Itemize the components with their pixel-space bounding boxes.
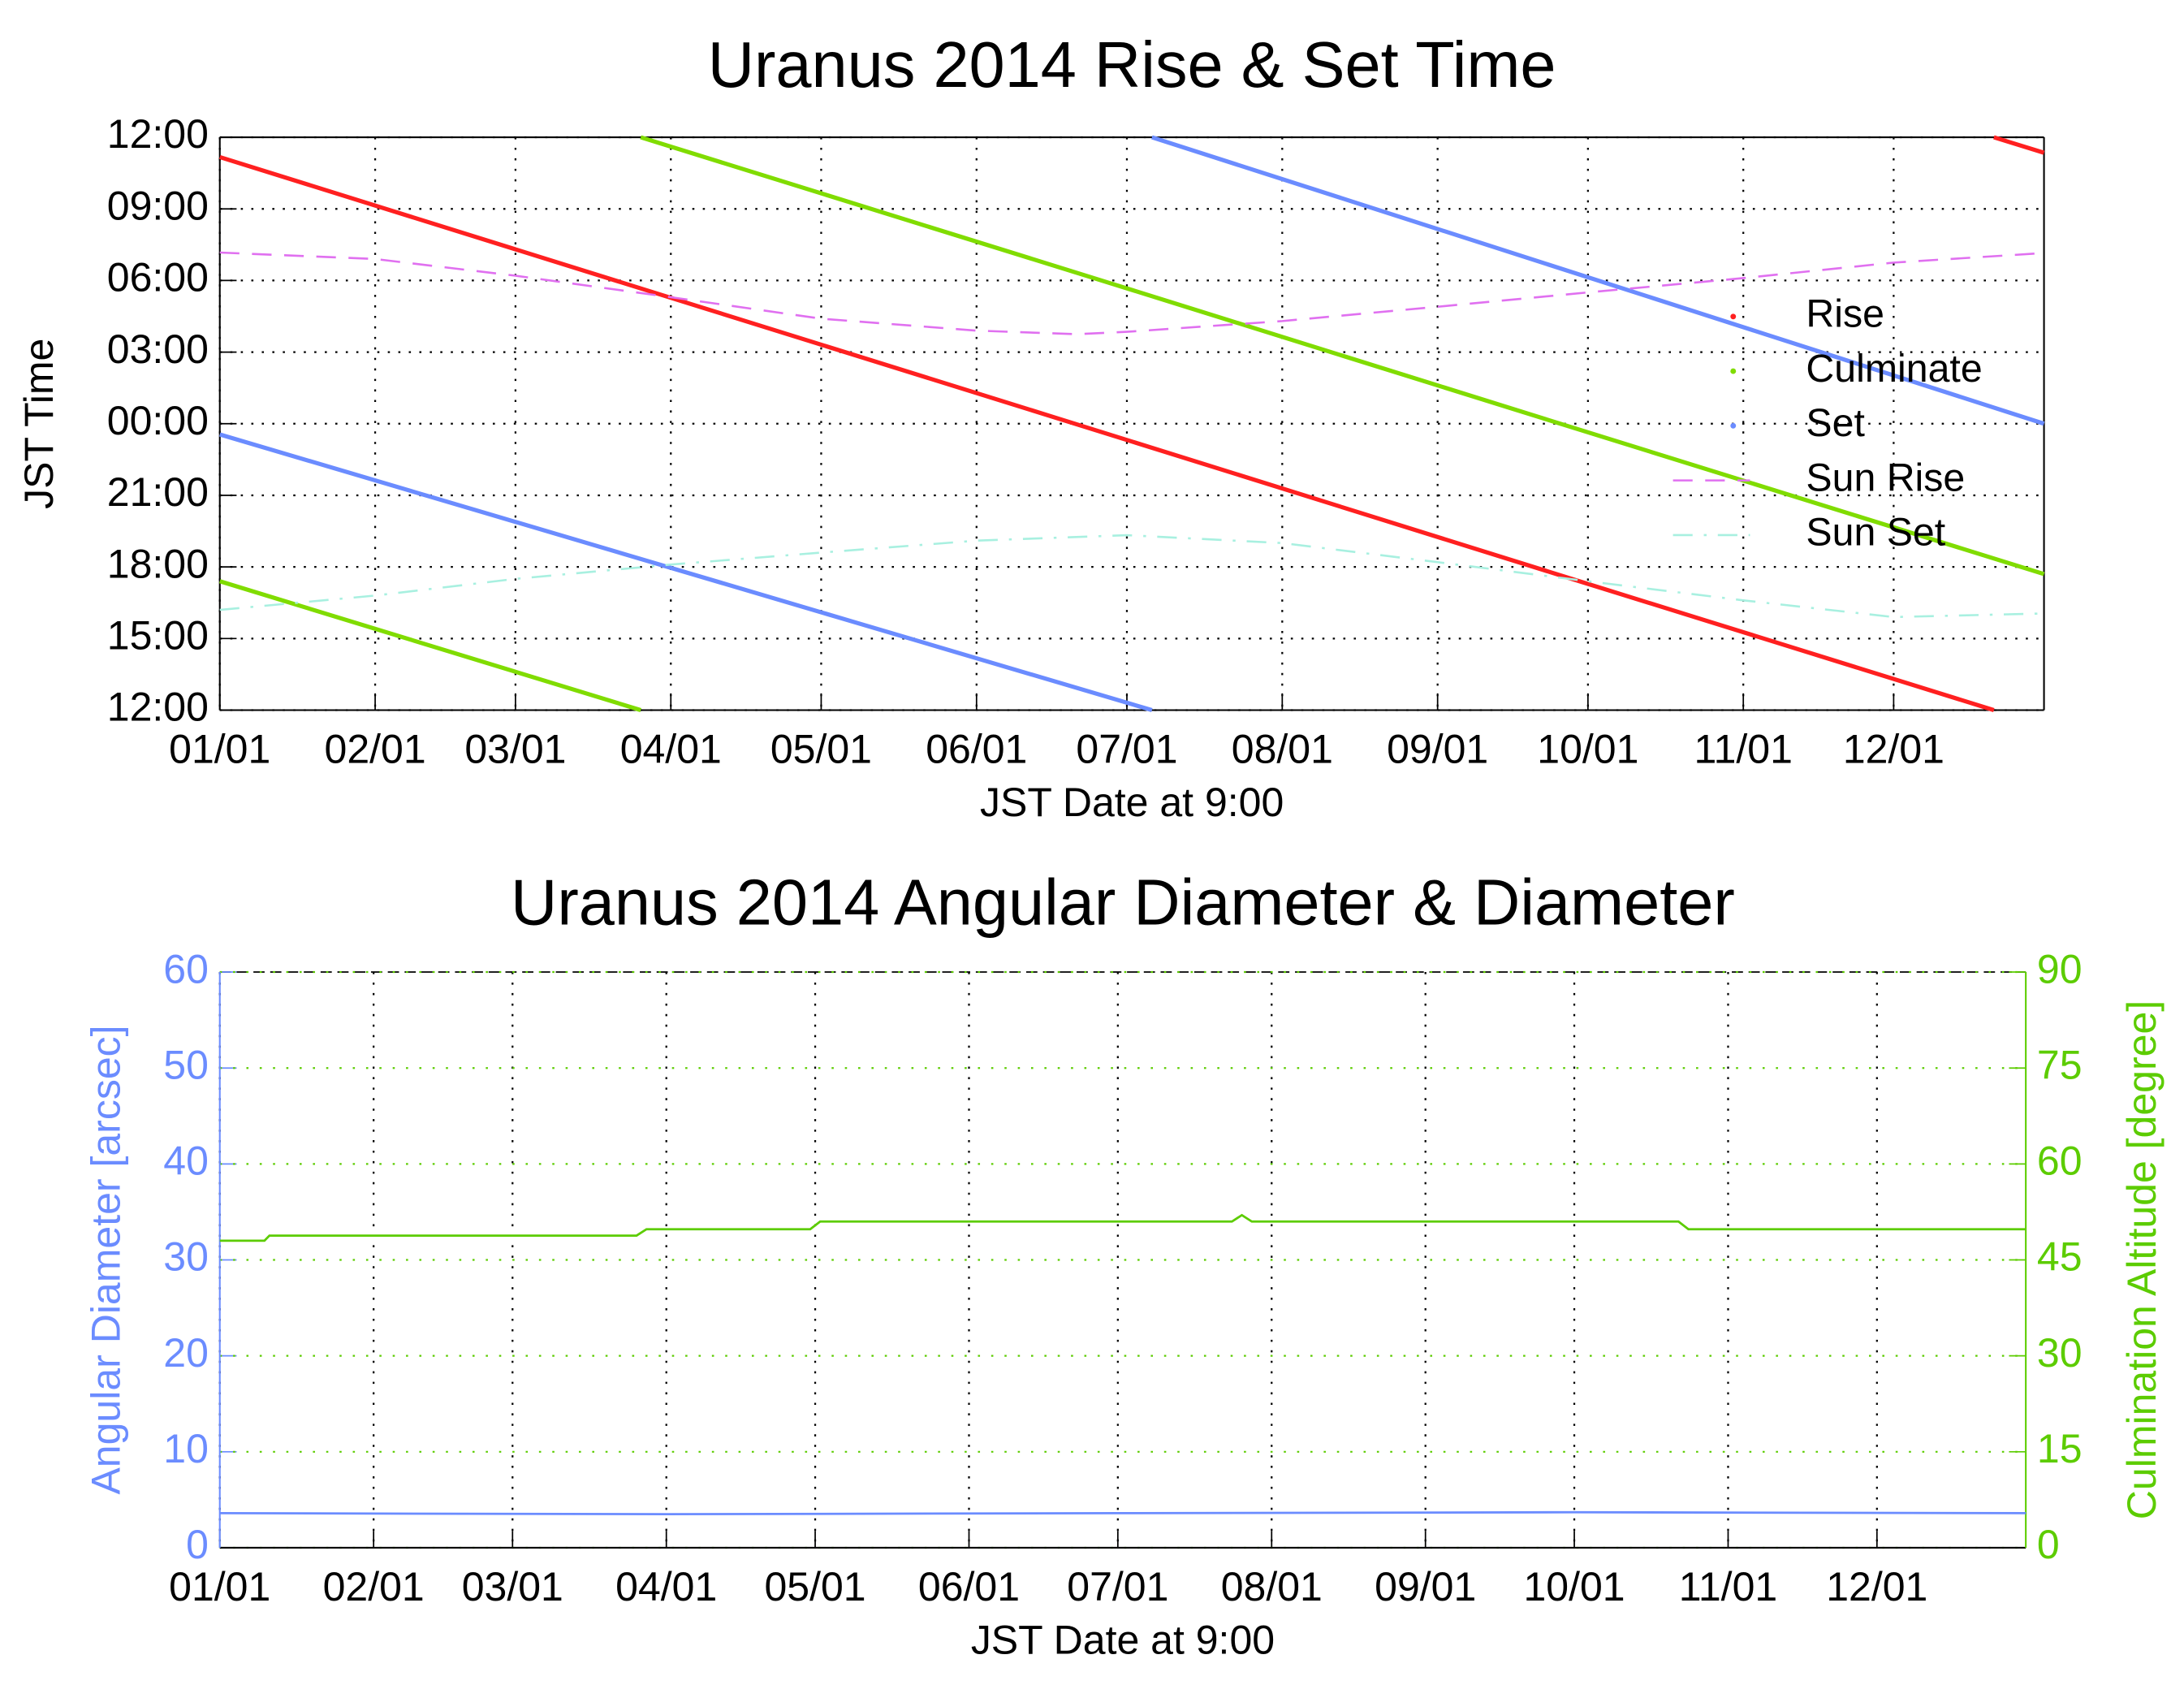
x-tick-label: 06/01 xyxy=(918,1564,1020,1609)
x-tick-label: 07/01 xyxy=(1076,726,1177,771)
legend-label: Culminate xyxy=(1806,347,1982,391)
y-tick-label: 60 xyxy=(163,946,209,992)
y2-tick-label: 60 xyxy=(2037,1138,2083,1184)
series-line xyxy=(219,251,2044,335)
y-tick-label: 10 xyxy=(163,1426,209,1471)
y-tick-label: 03:00 xyxy=(107,326,209,372)
chart-title: Uranus 2014 Rise & Set Time xyxy=(708,28,1556,101)
legend-label: Sun Rise xyxy=(1806,456,1965,499)
legend-swatch xyxy=(1730,368,1737,374)
x-tick-label: 01/01 xyxy=(169,726,270,771)
chart-title: Uranus 2014 Angular Diameter & Diameter xyxy=(511,866,1735,939)
y-tick-label: 00:00 xyxy=(107,398,209,443)
y-tick-label: 20 xyxy=(163,1330,209,1376)
x-tick-label: 11/01 xyxy=(1694,726,1793,771)
y-axis-label: Angular Diameter [arcsec] xyxy=(84,1025,129,1494)
y2-tick-label: 45 xyxy=(2037,1234,2083,1280)
y2-tick-label: 15 xyxy=(2037,1426,2083,1471)
y-axis-label: JST Time xyxy=(16,339,62,509)
y2-tick-label: 90 xyxy=(2037,946,2083,992)
y-tick-label: 40 xyxy=(163,1138,209,1184)
y-tick-label: 18:00 xyxy=(107,541,209,586)
x-tick-label: 02/01 xyxy=(325,726,426,771)
x-tick-label: 11/01 xyxy=(1679,1564,1777,1609)
series-line xyxy=(219,1510,2026,1515)
legend-label: Rise xyxy=(1806,292,1884,336)
series-line xyxy=(218,135,2045,712)
legend-swatch xyxy=(1730,422,1737,429)
y-tick-label: 06:00 xyxy=(107,255,209,300)
series-line xyxy=(218,135,2045,712)
x-tick-label: 10/01 xyxy=(1523,1564,1625,1609)
legend-label: Sun Set xyxy=(1806,511,1945,555)
x-tick-label: 08/01 xyxy=(1221,1564,1323,1609)
x-tick-label: 10/01 xyxy=(1537,726,1638,771)
y-tick-label: 15:00 xyxy=(107,613,209,659)
series-line xyxy=(219,534,2044,619)
x-tick-label: 02/01 xyxy=(323,1564,425,1609)
series-line xyxy=(218,135,2045,712)
y-tick-label: 21:00 xyxy=(107,469,209,515)
x-tick-label: 03/01 xyxy=(462,1564,563,1609)
x-tick-label: 01/01 xyxy=(169,1564,270,1609)
y2-tick-label: 75 xyxy=(2037,1042,2083,1087)
x-tick-label: 12/01 xyxy=(1843,726,1944,771)
x-tick-label: 05/01 xyxy=(764,1564,865,1609)
x-tick-label: 04/01 xyxy=(615,1564,717,1609)
x-tick-label: 08/01 xyxy=(1232,726,1333,771)
x-tick-label: 05/01 xyxy=(770,726,872,771)
legend-swatch xyxy=(1730,313,1737,320)
x-tick-label: 09/01 xyxy=(1387,726,1488,771)
y-tick-label: 09:00 xyxy=(107,183,209,228)
series-line xyxy=(219,1213,2026,1242)
y-tick-label: 12:00 xyxy=(107,685,209,730)
x-tick-label: 09/01 xyxy=(1375,1564,1476,1609)
y-tick-label: 12:00 xyxy=(107,111,209,157)
y-tick-label: 0 xyxy=(186,1522,209,1567)
y-tick-label: 30 xyxy=(163,1234,209,1280)
y2-tick-label: 0 xyxy=(2037,1522,2060,1567)
y2-tick-label: 30 xyxy=(2037,1330,2083,1376)
x-tick-label: 12/01 xyxy=(1826,1564,1927,1609)
x-tick-label: 03/01 xyxy=(464,726,566,771)
x-axis-label: JST Date at 9:00 xyxy=(980,780,1284,825)
x-axis-label: JST Date at 9:00 xyxy=(971,1617,1275,1662)
y-tick-label: 50 xyxy=(163,1042,209,1087)
x-tick-label: 07/01 xyxy=(1067,1564,1168,1609)
y2-axis-label: Culmination Altitude [degree] xyxy=(2119,1000,2165,1519)
legend-label: Set xyxy=(1806,401,1865,445)
x-tick-label: 06/01 xyxy=(926,726,1027,771)
x-tick-label: 04/01 xyxy=(620,726,722,771)
